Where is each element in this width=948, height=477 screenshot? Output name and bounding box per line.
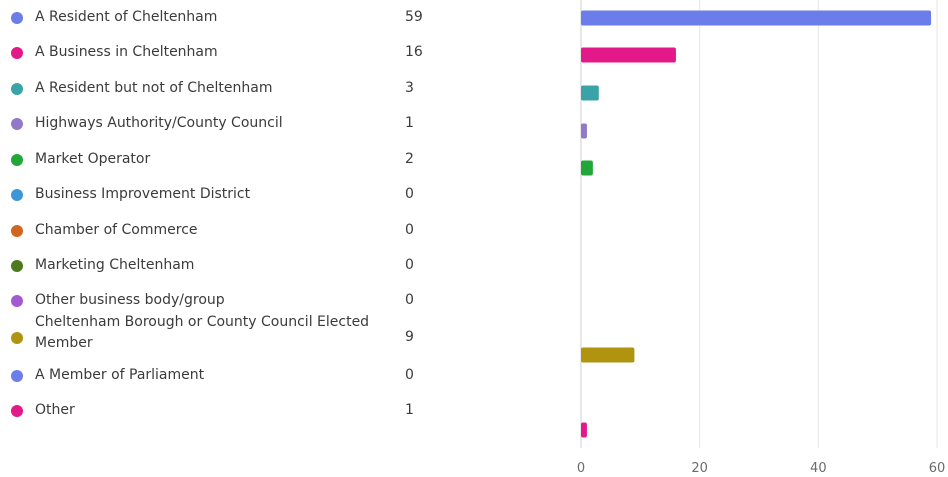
legend-row[interactable]: Market Operator 2 bbox=[0, 145, 560, 175]
legend-color-dot bbox=[11, 332, 23, 344]
legend-color-dot bbox=[11, 189, 23, 201]
category-count: 3 bbox=[405, 80, 414, 96]
category-label: Highways Authority/County Council bbox=[35, 115, 283, 131]
category-count: 0 bbox=[405, 222, 414, 238]
category-count: 0 bbox=[405, 367, 414, 383]
legend-row[interactable]: Highways Authority/County Council 1 bbox=[0, 109, 560, 139]
legend-row[interactable]: Business Improvement District 0 bbox=[0, 180, 560, 210]
legend-row[interactable]: Other business body/group 0 bbox=[0, 286, 560, 316]
category-count: 0 bbox=[405, 292, 414, 308]
bar[interactable] bbox=[581, 47, 676, 63]
legend-row[interactable]: A Business in Cheltenham 16 bbox=[0, 38, 560, 68]
category-label: Other bbox=[35, 402, 75, 418]
legend-color-dot bbox=[11, 295, 23, 307]
category-label: A Member of Parliament bbox=[35, 367, 205, 383]
legend-color-dot bbox=[11, 405, 23, 417]
bar[interactable] bbox=[581, 422, 587, 438]
bar[interactable] bbox=[581, 160, 593, 176]
x-tick-label: 40 bbox=[810, 461, 827, 476]
legend-row[interactable]: Other 1 bbox=[0, 396, 560, 426]
legend-row[interactable]: A Resident but not of Cheltenham 3 bbox=[0, 74, 560, 104]
legend-color-dot bbox=[11, 12, 23, 24]
legend-row[interactable]: A Resident of Cheltenham 59 bbox=[0, 3, 560, 33]
legend-color-dot bbox=[11, 225, 23, 237]
legend-color-dot bbox=[11, 154, 23, 166]
x-tick-label: 20 bbox=[691, 461, 708, 476]
bar[interactable] bbox=[581, 123, 587, 139]
category-label: A Resident of Cheltenham bbox=[35, 9, 218, 25]
legend-color-dot bbox=[11, 83, 23, 95]
category-count: 16 bbox=[405, 44, 423, 60]
x-tick-label: 0 bbox=[577, 461, 585, 476]
legend-color-dot bbox=[11, 118, 23, 130]
legend-row[interactable]: Chamber of Commerce 0 bbox=[0, 216, 560, 246]
category-count: 59 bbox=[405, 9, 423, 25]
legend-row[interactable]: Cheltenham Borough or County Council Ele… bbox=[0, 314, 560, 353]
category-label: Chamber of Commerce bbox=[35, 222, 198, 238]
legend-color-dot bbox=[11, 260, 23, 272]
legend-row[interactable]: Marketing Cheltenham 0 bbox=[0, 251, 560, 281]
category-label: Cheltenham Borough or County Council Ele… bbox=[35, 314, 370, 351]
legend-row[interactable]: A Member of Parliament 0 bbox=[0, 361, 560, 391]
category-label: Market Operator bbox=[35, 151, 151, 167]
category-count: 2 bbox=[405, 151, 414, 167]
bar[interactable] bbox=[581, 347, 635, 363]
category-label: A Resident but not of Cheltenham bbox=[35, 80, 273, 96]
category-count: 1 bbox=[405, 402, 414, 418]
x-tick-label: 60 bbox=[929, 461, 946, 476]
category-count: 0 bbox=[405, 186, 414, 202]
category-count: 9 bbox=[405, 329, 414, 345]
bar[interactable] bbox=[581, 10, 932, 26]
bar[interactable] bbox=[581, 85, 599, 101]
legend-color-dot bbox=[11, 47, 23, 59]
category-count: 1 bbox=[405, 115, 414, 131]
category-label: Marketing Cheltenham bbox=[35, 257, 195, 273]
category-count: 0 bbox=[405, 257, 414, 273]
legend-color-dot bbox=[11, 370, 23, 382]
category-label: Other business body/group bbox=[35, 292, 225, 308]
category-label: Business Improvement District bbox=[35, 186, 251, 202]
category-label: A Business in Cheltenham bbox=[35, 44, 218, 60]
